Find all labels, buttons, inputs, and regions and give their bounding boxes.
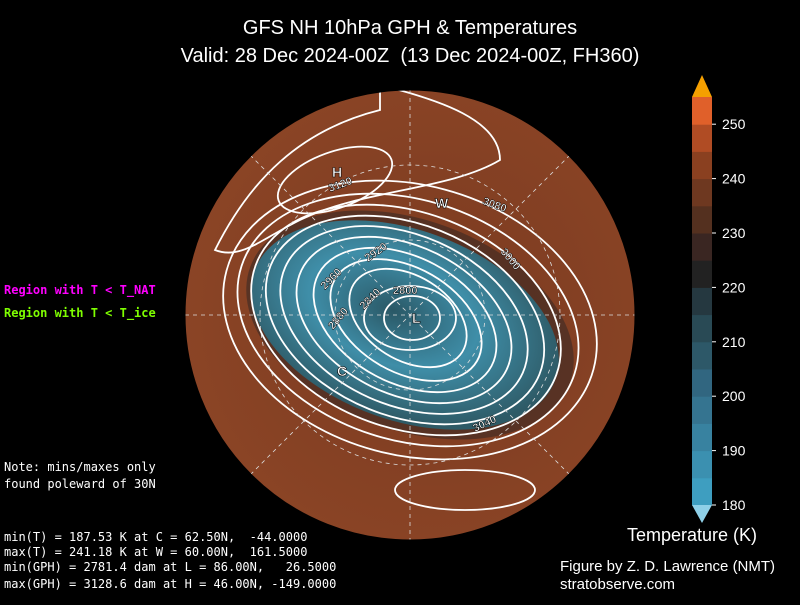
colorbar-label: Temperature (K): [627, 525, 757, 545]
colorbar-tick-label: 240: [722, 171, 746, 187]
marker-label: C: [337, 363, 347, 379]
marker-label: W: [435, 195, 449, 211]
colorbar-segment: [692, 151, 712, 180]
colorbar-tick-label: 230: [722, 225, 746, 241]
colorbar-segment: [692, 178, 712, 207]
marker-label: L: [412, 310, 421, 326]
colorbar-segment: [692, 314, 712, 343]
colorbar-segment: [692, 205, 712, 234]
stat-line: max(T) = 241.18 K at W = 60.00N, 161.500…: [4, 545, 307, 559]
colorbar-segment: [692, 477, 712, 506]
stat-line: max(GPH) = 3128.6 dam at H = 46.00N, -14…: [4, 577, 336, 591]
colorbar-segment: [692, 423, 712, 452]
colorbar-segment: [692, 260, 712, 288]
marker-label: H: [332, 164, 342, 180]
colorbar-tick-label: 180: [722, 497, 746, 513]
colorbar-tick-label: 200: [722, 388, 746, 404]
map: [185, 90, 635, 540]
stat-line: min(GPH) = 2781.4 dam at L = 86.00N, 26.…: [4, 560, 336, 574]
title: GFS NH 10hPa GPH & Temperatures: [243, 17, 577, 39]
colorbar-segment: [692, 396, 712, 424]
subtitle: Valid: 28 Dec 2024-00Z (13 Dec 2024-00Z,…: [181, 45, 640, 67]
legend-nat: Region with T < T_NAT: [4, 283, 156, 298]
colorbar-segment: [692, 341, 712, 370]
stat-line: min(T) = 187.53 K at C = 62.50N, -44.000…: [4, 530, 307, 544]
colorbar-over: [692, 75, 712, 97]
colorbar-segment: [692, 124, 712, 152]
note: Note: mins/maxes only: [4, 460, 156, 474]
colorbar-segment: [692, 97, 712, 125]
colorbar-segment: [692, 369, 712, 397]
colorbar-tick-label: 250: [722, 116, 746, 132]
colorbar: 180 190 200 210 220 230 240 250: [692, 75, 746, 523]
colorbar-tick-label: 220: [722, 279, 746, 295]
colorbar-under: [692, 505, 712, 523]
legend-ice: Region with T < T_ice: [4, 306, 156, 321]
credit: Figure by Z. D. Lawrence (NMT): [560, 558, 775, 575]
credit: stratobserve.com: [560, 576, 675, 593]
note: found poleward of 30N: [4, 477, 156, 491]
contour-label: 2800: [393, 285, 417, 297]
colorbar-segment: [692, 287, 712, 316]
colorbar-tick-label: 190: [722, 443, 746, 459]
colorbar-segment: [692, 233, 712, 261]
colorbar-tick-label: 210: [722, 334, 746, 350]
colorbar-segment: [692, 450, 712, 479]
